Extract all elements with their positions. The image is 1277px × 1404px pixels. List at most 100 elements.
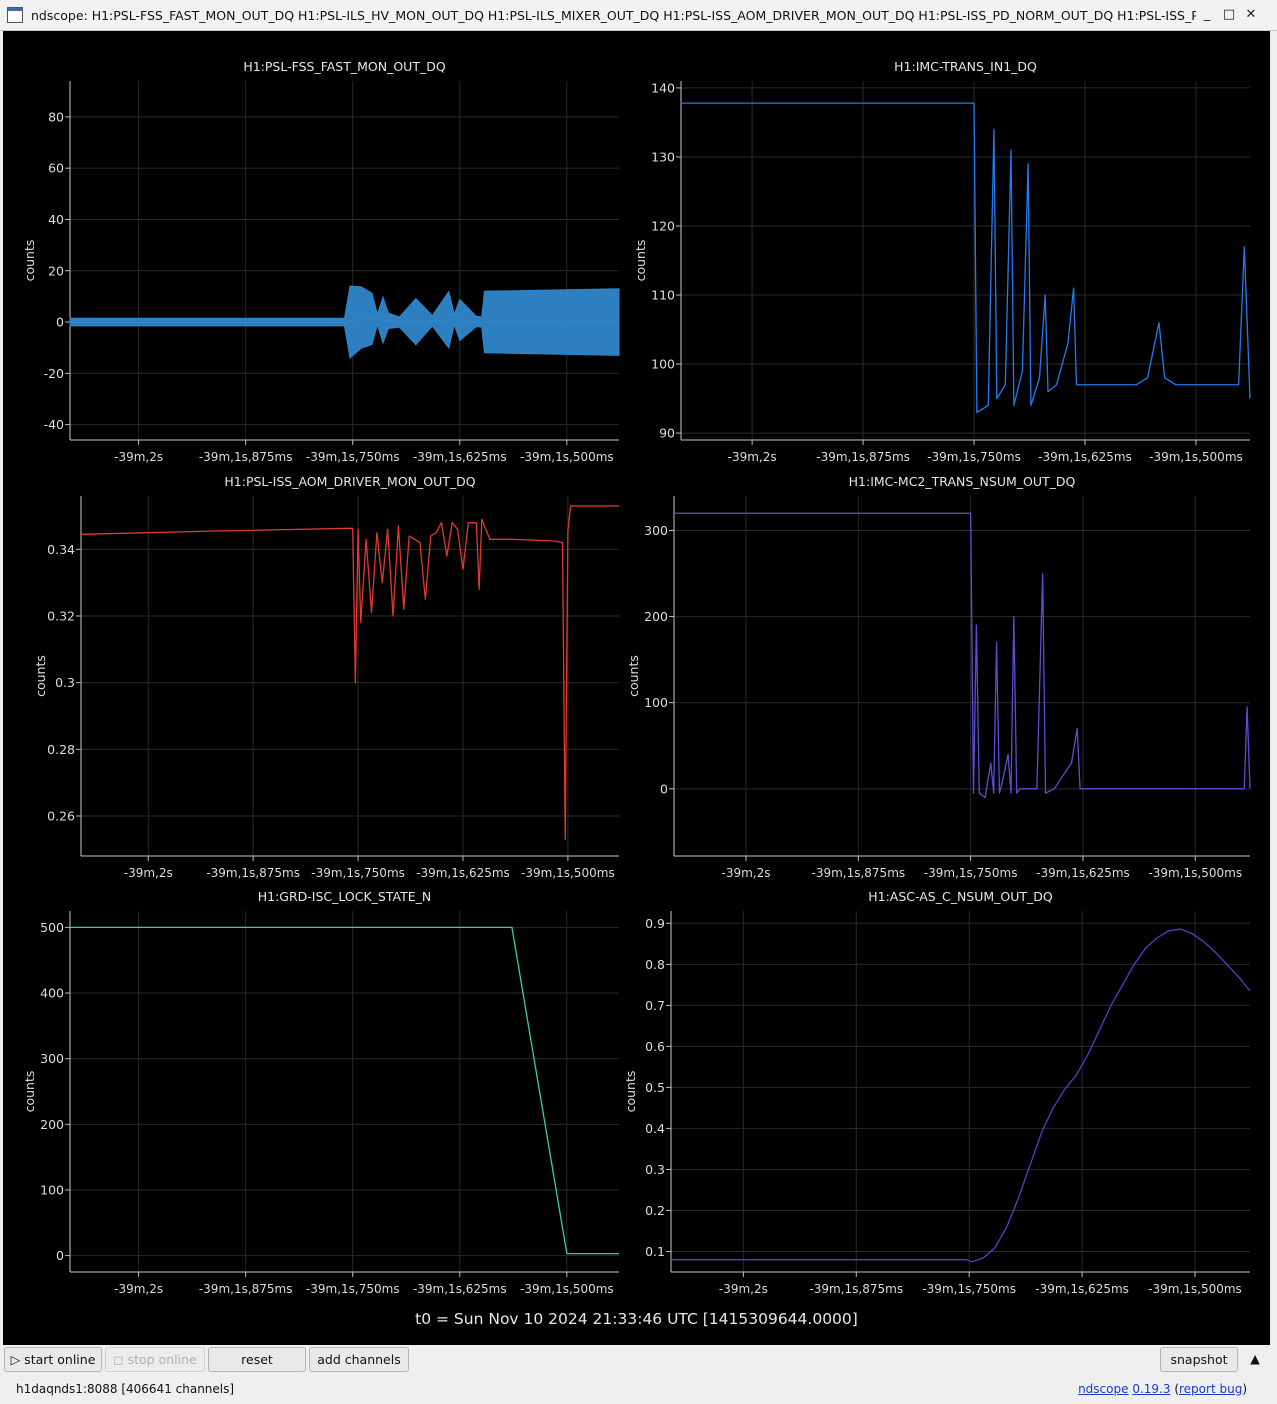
- version-info: ndscope 0.19.3 (report bug): [1078, 1382, 1247, 1396]
- plot-1-ytick-label: 0: [56, 315, 64, 330]
- plot-3-title: H1:PSL-ISS_AOM_DRIVER_MON_OUT_DQ: [224, 474, 475, 489]
- plot-4-ytick-label: 0: [660, 781, 668, 796]
- plot-5-xtick-label: -39m,1s,750ms: [306, 1282, 400, 1296]
- plot-6-ytick-label: 0.5: [645, 1080, 665, 1095]
- plot-1-xtick-label: -39m,1s,625ms: [413, 450, 507, 464]
- plot-1-title: H1:PSL-FSS_FAST_MON_OUT_DQ: [243, 59, 446, 74]
- plot-5-ytick-label: 0: [56, 1248, 64, 1263]
- plot-1-ytick-label: 80: [48, 109, 64, 124]
- plot-6-series-1-line: [671, 928, 1251, 1263]
- plot-5-title: H1:GRD-ISC_LOCK_STATE_N: [258, 889, 432, 904]
- plot-2-title: H1:IMC-TRANS_IN1_DQ: [894, 59, 1037, 74]
- close-icon[interactable]: ✕: [1245, 7, 1257, 22]
- stop-online-button[interactable]: ◻ stop online: [105, 1347, 205, 1372]
- plot-1-ytick-label: -40: [44, 417, 64, 432]
- plot-2-ytick-label: 90: [659, 426, 675, 441]
- plot-1-xtick-label: -39m,1s,875ms: [199, 450, 293, 464]
- plot-1-xtick-label: -39m,2s: [114, 450, 163, 464]
- plot-5-ytick-label: 300: [40, 1051, 64, 1066]
- plot-2-xtick-label: -39m,2s: [728, 450, 777, 464]
- plot-2-xtick-label: -39m,1s,500ms: [1149, 450, 1243, 464]
- status-bar: h1daqnds1:8088 [406641 channels] ndscope…: [0, 1375, 1277, 1404]
- plot-6-xtick-label: -39m,1s,750ms: [922, 1282, 1016, 1296]
- plot-6-ylabel: counts: [623, 1071, 638, 1113]
- plot-6-xtick-label: -39m,2s: [719, 1282, 768, 1296]
- minimize-icon[interactable]: _: [1203, 7, 1211, 22]
- plot-3-xtick-label: -39m,1s,625ms: [416, 866, 510, 880]
- plot-6-ytick-label: 0.9: [645, 916, 665, 931]
- plot-6-xtick-label: -39m,1s,625ms: [1035, 1282, 1129, 1296]
- app-window-icon: [7, 7, 23, 23]
- maximize-icon[interactable]: □: [1222, 7, 1236, 22]
- reset-button[interactable]: reset: [208, 1347, 306, 1372]
- scope-canvas[interactable]: H1:PSL-FSS_FAST_MON_OUT_DQ -39m,2s -39m,1s…: [3, 31, 1270, 1345]
- plot-5-xtick-label: -39m,1s,875ms: [199, 1282, 293, 1296]
- plot-6-xtick-label: -39m,1s,500ms: [1148, 1282, 1242, 1296]
- plot-1-ytick-label: 20: [48, 263, 64, 278]
- plot-4-title: H1:IMC-MC2_TRANS_NSUM_OUT_DQ: [849, 474, 1076, 489]
- plot-6-ytick-label: 0.2: [645, 1203, 665, 1218]
- plot-3-ytick-label: 0.34: [47, 542, 75, 557]
- plot-4-xtick-label: -39m,1s,875ms: [811, 866, 905, 880]
- plot-6-title: H1:ASC-AS_C_NSUM_OUT_DQ: [868, 889, 1053, 904]
- plot-1-series-1-line: [70, 316, 619, 323]
- plot-2-ytick-label: 100: [651, 357, 675, 372]
- plot-5-xtick-label: -39m,1s,500ms: [520, 1282, 614, 1296]
- plot-1-ylabel: counts: [22, 240, 37, 282]
- plot-3-xtick-label: -39m,1s,875ms: [206, 866, 300, 880]
- plot-6-ytick-label: 0.4: [645, 1121, 665, 1136]
- plot-3-xtick-label: -39m,2s: [124, 866, 173, 880]
- plot-5-ytick-label: 400: [40, 986, 64, 1001]
- plot-1-ytick-label: -20: [44, 366, 64, 381]
- plot-4-series-1-line: [674, 512, 1251, 799]
- plot-2-xtick-label: -39m,1s,625ms: [1038, 450, 1132, 464]
- plot-3-xtick-label: -39m,1s,750ms: [311, 866, 405, 880]
- plot-4-ytick-label: 200: [644, 609, 668, 624]
- start-online-button[interactable]: ▷ start online: [4, 1347, 102, 1372]
- plot-3-ytick-label: 0.32: [47, 609, 75, 624]
- plot-6-ytick-label: 0.3: [645, 1162, 665, 1177]
- plot-4-xtick-label: -39m,2s: [722, 866, 771, 880]
- plot-3-ylabel: counts: [33, 655, 48, 697]
- plot-5-ytick-label: 500: [40, 920, 64, 935]
- plot-6-ytick-label: 0.1: [645, 1244, 665, 1259]
- plot-4-ylabel: counts: [626, 655, 641, 697]
- plot-1-xtick-label: -39m,1s,500ms: [520, 450, 614, 464]
- snapshot-button[interactable]: snapshot: [1160, 1347, 1238, 1372]
- plot-6-ytick-label: 0.7: [645, 998, 665, 1013]
- plot-5-xtick-label: -39m,2s: [114, 1282, 163, 1296]
- plot-2-ylabel: counts: [633, 240, 648, 282]
- plot-4-ytick-label: 300: [644, 523, 668, 538]
- paren-close: ): [1242, 1382, 1247, 1396]
- plot-3-ytick-label: 0.28: [47, 742, 75, 757]
- plot-3-series-1-line: [80, 505, 619, 840]
- plot-2-ytick-label: 140: [651, 80, 675, 95]
- plot-4-xtick-label: -39m,1s,625ms: [1036, 866, 1130, 880]
- add-channels-button[interactable]: add channels: [309, 1347, 409, 1372]
- bottom-toolbar: ▷ start online ◻ stop online reset add c…: [0, 1345, 1277, 1375]
- plot-6-ytick-label: 0.8: [645, 957, 665, 972]
- window-titlebar: ndscope: H1:PSL-FSS_FAST_MON_OUT_DQ H1:P…: [0, 0, 1277, 31]
- paren-open: (: [1170, 1382, 1179, 1396]
- ndscope-link[interactable]: ndscope: [1078, 1382, 1129, 1396]
- t0-label: t0 = Sun Nov 10 2024 21:33:46 UTC [14153…: [415, 1310, 858, 1328]
- plot-2-xtick-label: -39m,1s,750ms: [927, 450, 1021, 464]
- plot-2-ytick-label: 130: [651, 149, 675, 164]
- plot-4-xtick-label: -39m,1s,750ms: [924, 866, 1018, 880]
- plot-5-series-1-line: [70, 926, 619, 1255]
- version-link[interactable]: 0.19.3: [1132, 1382, 1171, 1396]
- plot-5-xtick-label: -39m,1s,625ms: [413, 1282, 507, 1296]
- plot-5-ylabel: counts: [22, 1071, 37, 1113]
- collapse-arrow-icon[interactable]: ▲: [1250, 1351, 1260, 1366]
- plot-grid[interactable]: H1:PSL-FSS_FAST_MON_OUT_DQ -39m,2s -39m,1s…: [3, 31, 1270, 1345]
- plot-5-ytick-label: 100: [40, 1182, 64, 1197]
- plot-6-xtick-label: -39m,1s,875ms: [809, 1282, 903, 1296]
- plot-3-xtick-label: -39m,1s,500ms: [521, 866, 615, 880]
- window-title: ndscope: H1:PSL-FSS_FAST_MON_OUT_DQ H1:P…: [31, 7, 1196, 23]
- server-status: h1daqnds1:8088 [406641 channels]: [16, 1382, 235, 1396]
- plot-1-ytick-label: 60: [48, 161, 64, 176]
- plot-4-ytick-label: 100: [644, 695, 668, 710]
- plot-2-ytick-label: 110: [651, 288, 675, 303]
- report-bug-link[interactable]: report bug: [1179, 1382, 1243, 1396]
- plot-2-ytick-label: 120: [651, 218, 675, 233]
